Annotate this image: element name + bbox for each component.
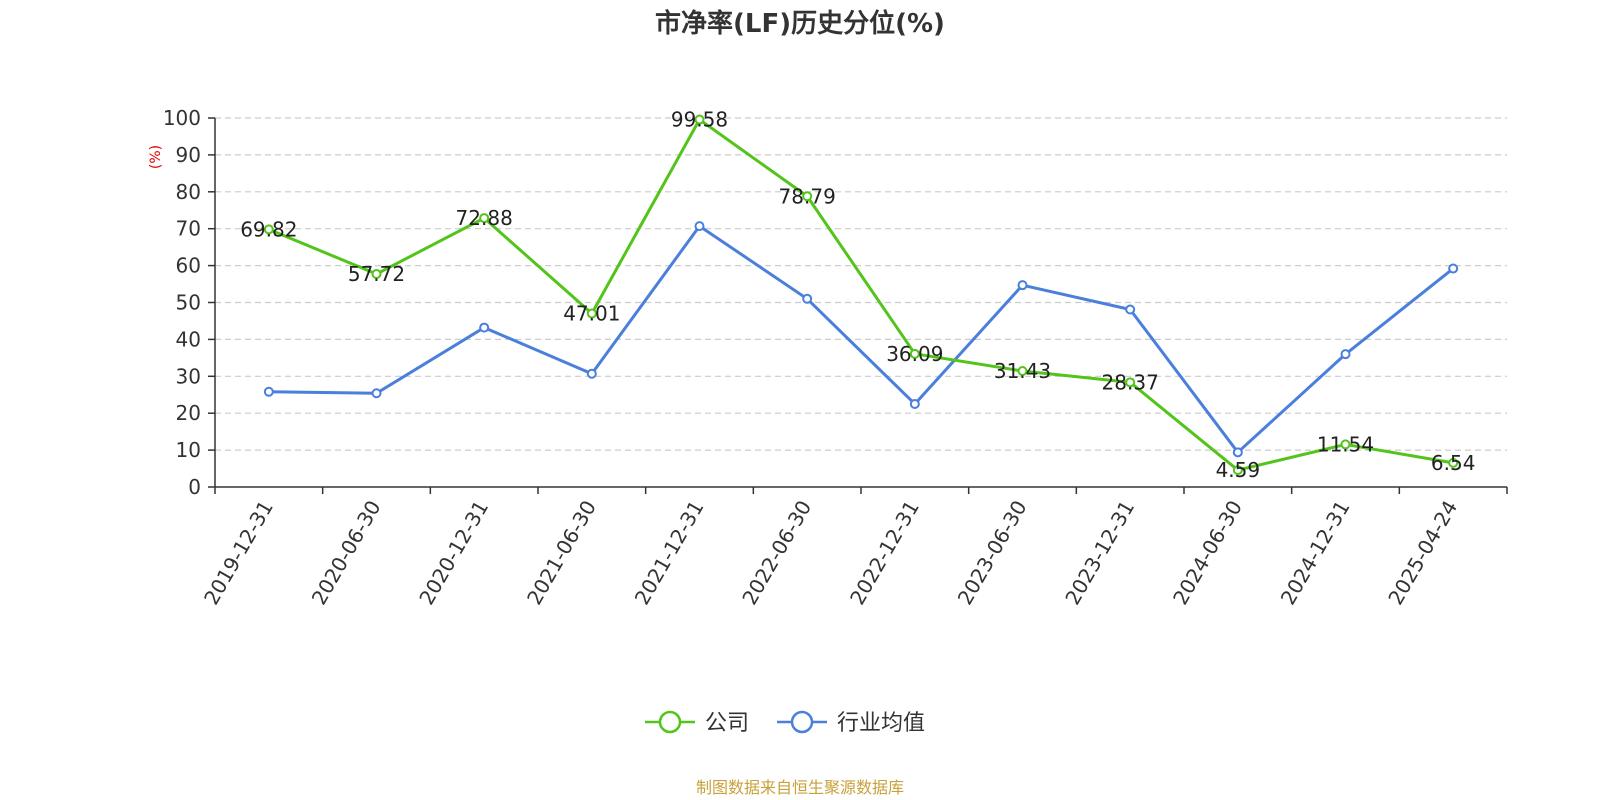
data-point[interactable] [1232, 447, 1243, 458]
legend-item-2[interactable]: 行业均值 [777, 710, 925, 736]
data-point[interactable] [802, 293, 813, 304]
legend-marker-icon [790, 710, 814, 734]
x-tick-label: 2024-06-30 [1168, 496, 1247, 609]
x-tick-label: 2022-06-30 [737, 496, 816, 609]
data-point[interactable] [802, 191, 813, 202]
data-point[interactable] [371, 388, 382, 399]
data-labels: 69.82 57.72 72.88 47.01 99.58 78.79 36.09 31.43… [240, 108, 1475, 483]
y-tick-label: 80 [176, 180, 201, 204]
series-line-1 [268, 118, 1454, 472]
data-point[interactable] [586, 308, 597, 319]
x-tick-label: 2022-12-31 [845, 496, 924, 609]
source-note: 制图数据来自恒生聚源数据库 [696, 778, 904, 797]
y-tick-label: 100 [163, 106, 201, 130]
data-label: 99.58 [671, 108, 728, 132]
x-tick-label: 2023-06-30 [953, 496, 1032, 609]
x-tick-label: 2025-04-24 [1383, 496, 1462, 609]
y-axis-unit: (%) [148, 145, 164, 169]
data-point[interactable] [1017, 366, 1028, 377]
data-point[interactable] [263, 224, 274, 235]
y-tick-label: 90 [176, 143, 201, 167]
data-label: 47.01 [563, 302, 620, 326]
y-tick-label: 10 [176, 438, 201, 462]
data-label: 31.43 [994, 359, 1051, 383]
data-label: 4.59 [1216, 458, 1261, 482]
data-point[interactable] [909, 398, 920, 409]
data-point[interactable] [1232, 465, 1243, 476]
data-point[interactable] [909, 348, 920, 359]
data-label: 72.88 [456, 206, 513, 230]
data-point[interactable] [479, 322, 490, 333]
data-point[interactable] [586, 368, 597, 379]
y-tick-label: 0 [188, 475, 201, 499]
data-point[interactable] [1125, 304, 1136, 315]
x-tick-label: 2024-12-31 [1276, 496, 1355, 609]
legend-item-1[interactable]: 公司 [645, 710, 749, 736]
data-point[interactable] [694, 114, 705, 125]
series-line-2 [268, 224, 1455, 454]
y-tick-label: 30 [176, 364, 201, 388]
data-point[interactable] [1017, 280, 1028, 291]
x-tick-label: 2023-12-31 [1060, 496, 1139, 609]
y-tick-label: 50 [176, 291, 201, 315]
data-point[interactable] [371, 269, 382, 280]
data-point[interactable] [1340, 349, 1351, 360]
x-tick-label: 2021-12-31 [630, 496, 709, 609]
data-point[interactable] [1340, 439, 1351, 450]
x-tick-label: 2020-06-30 [307, 496, 386, 609]
data-point[interactable] [694, 221, 705, 232]
x-tick-label: 2019-12-31 [199, 496, 278, 609]
series-layer [263, 114, 1459, 476]
data-point[interactable] [1125, 377, 1136, 388]
y-tick-label: 40 [176, 327, 201, 351]
axes [208, 117, 1508, 494]
y-tick-label: 60 [176, 254, 201, 278]
data-point[interactable] [1448, 457, 1459, 468]
data-label: 69.82 [240, 217, 297, 241]
y-tick-labels: 0 10 20 30 40 50 60 70 80 90 100 [163, 106, 201, 499]
data-label: 28.37 [1102, 370, 1159, 394]
legend-label: 行业均值 [837, 711, 925, 736]
x-tick-labels: 2019-12-31 2020-06-30 2020-12-31 2021-06-30… [199, 496, 1462, 609]
data-label: 57.72 [348, 262, 405, 286]
legend[interactable]: 公司 行业均值 [645, 710, 925, 736]
data-label: 11.54 [1317, 432, 1374, 456]
data-label: 36.09 [886, 342, 943, 366]
legend-marker-icon [658, 710, 682, 734]
data-point[interactable] [1448, 263, 1459, 274]
x-tick-label: 2021-06-30 [522, 496, 601, 609]
data-label: 6.54 [1431, 451, 1476, 475]
y-tick-label: 70 [176, 217, 201, 241]
legend-label: 公司 [705, 711, 749, 736]
data-point[interactable] [263, 386, 274, 397]
chart-title: 市净率(LF)历史分位(%) [655, 8, 945, 39]
grid-lines [215, 117, 1507, 451]
y-tick-label: 20 [176, 401, 201, 425]
x-tick-label: 2020-12-31 [414, 496, 493, 609]
data-point[interactable] [479, 213, 490, 224]
data-label: 78.79 [779, 184, 836, 208]
